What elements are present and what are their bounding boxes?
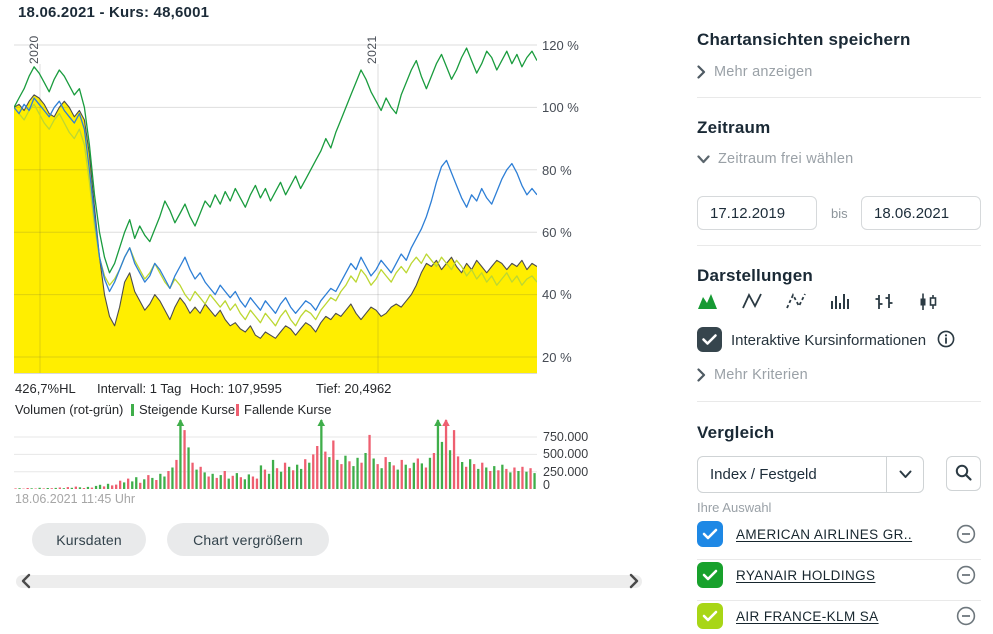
bar-chart-icon[interactable] [829, 292, 851, 311]
darstellungen-heading: Darstellungen [697, 266, 813, 285]
selection-checkbox-ryanair[interactable] [697, 562, 723, 588]
divider [697, 97, 981, 98]
line-chart-icon[interactable] [741, 292, 763, 311]
legend-up-marker [131, 404, 134, 416]
horizontal-scrollbar[interactable] [16, 575, 642, 588]
y-tick-120: 120 % [542, 38, 579, 53]
stat-low: Tief: 20,4962 [316, 381, 392, 396]
chevron-down-icon [899, 470, 911, 478]
chart-type-row [697, 292, 939, 311]
check-icon [702, 528, 718, 540]
check-icon [702, 610, 718, 622]
legend-down-marker [236, 404, 239, 416]
mountain-chart-icon[interactable] [697, 292, 719, 311]
check-icon [702, 334, 717, 345]
selection-checkbox-air-france[interactable] [697, 603, 723, 629]
remove-air-france-icon[interactable] [956, 606, 976, 626]
free-period-label: Zeitraum frei wählen [718, 151, 854, 167]
more-criteria-label: Mehr Kriterien [714, 367, 808, 383]
selection-link-ryanair[interactable]: RYANAIR HOLDINGS [736, 568, 876, 583]
stat-interval: Intervall: 1 Tag [97, 381, 182, 396]
remove-ryanair-icon[interactable] [956, 565, 976, 585]
kursdaten-button[interactable]: Kursdaten [32, 523, 146, 556]
chevron-right-icon [697, 368, 706, 382]
divider [697, 559, 981, 560]
save-views-heading: Chartansichten speichern [697, 30, 911, 49]
vol-tick-750k: 750.000 [543, 430, 589, 444]
chart-enlarge-button[interactable]: Chart vergrößern [167, 523, 329, 556]
chevron-down-icon [697, 154, 710, 163]
y-tick-80: 80 % [542, 163, 572, 178]
bis-label: bis [831, 206, 848, 221]
selection-caption: Ihre Auswahl [697, 500, 772, 515]
interactive-info-label: Interaktive Kursinformationen [731, 332, 927, 349]
y-tick-40: 40 % [542, 287, 572, 302]
y-tick-60: 60 % [542, 225, 572, 240]
legend-down-label: Fallende Kurse [244, 402, 332, 417]
chart-timestamp: 18.06.2021 11:45 Uhr [15, 492, 136, 506]
stat-range: 426,7%HL [15, 381, 76, 396]
zeitraum-heading: Zeitraum [697, 118, 771, 137]
vergleich-select[interactable]: Index / Festgeld [697, 456, 924, 493]
x-axis-year-2021: 2021 [365, 35, 379, 64]
y-tick-20: 20 % [542, 350, 572, 365]
main-chart[interactable] [14, 30, 537, 374]
info-icon[interactable] [937, 330, 955, 348]
chart-header-price: 18.06.2021 - Kurs: 48,6001 [18, 4, 210, 21]
remove-american-airlines-icon[interactable] [956, 524, 976, 544]
search-icon [955, 464, 972, 481]
show-more-link[interactable]: Mehr anzeigen [697, 64, 813, 80]
interactive-info-checkbox[interactable] [697, 327, 722, 352]
free-period-link[interactable]: Zeitraum frei wählen [697, 151, 853, 167]
divider [697, 245, 981, 246]
volume-title: Volumen (rot-grün) [15, 402, 124, 417]
dashed-line-chart-icon[interactable] [785, 292, 807, 311]
legend-up-label: Steigende Kurse [139, 402, 236, 417]
vol-tick-250k: 250.000 [543, 465, 589, 479]
date-from-input[interactable] [697, 196, 817, 230]
divider [697, 600, 981, 601]
search-button[interactable] [946, 456, 981, 491]
vol-tick-500k: 500.000 [543, 447, 589, 461]
selection-link-american-airlines[interactable]: AMERICAN AIRLINES GR.. [736, 527, 913, 542]
date-to-input[interactable] [861, 196, 981, 230]
main-chart-svg [14, 44, 537, 373]
select-divider [886, 457, 887, 492]
stat-high: Hoch: 107,9595 [190, 381, 282, 396]
selection-checkbox-american-airlines[interactable] [697, 521, 723, 547]
scroll-right-icon[interactable] [628, 572, 640, 590]
y-tick-100: 100 % [542, 100, 579, 115]
volume-chart-svg [14, 419, 537, 489]
check-icon [702, 569, 718, 581]
show-more-label: Mehr anzeigen [714, 64, 813, 80]
candlestick-chart-icon[interactable] [917, 292, 939, 311]
more-criteria-link[interactable]: Mehr Kriterien [697, 367, 808, 383]
vol-tick-0: 0 [543, 478, 550, 492]
selection-link-air-france[interactable]: AIR FRANCE-KLM SA [736, 609, 879, 624]
x-axis-year-2020: 2020 [27, 35, 41, 64]
volume-chart[interactable] [14, 419, 537, 489]
ohlc-chart-icon[interactable] [873, 292, 895, 311]
scroll-left-icon[interactable] [20, 572, 32, 590]
divider [697, 401, 981, 402]
vergleich-select-value: Index / Festgeld [710, 466, 817, 483]
vergleich-heading: Vergleich [697, 423, 775, 442]
chevron-right-icon [697, 65, 706, 79]
